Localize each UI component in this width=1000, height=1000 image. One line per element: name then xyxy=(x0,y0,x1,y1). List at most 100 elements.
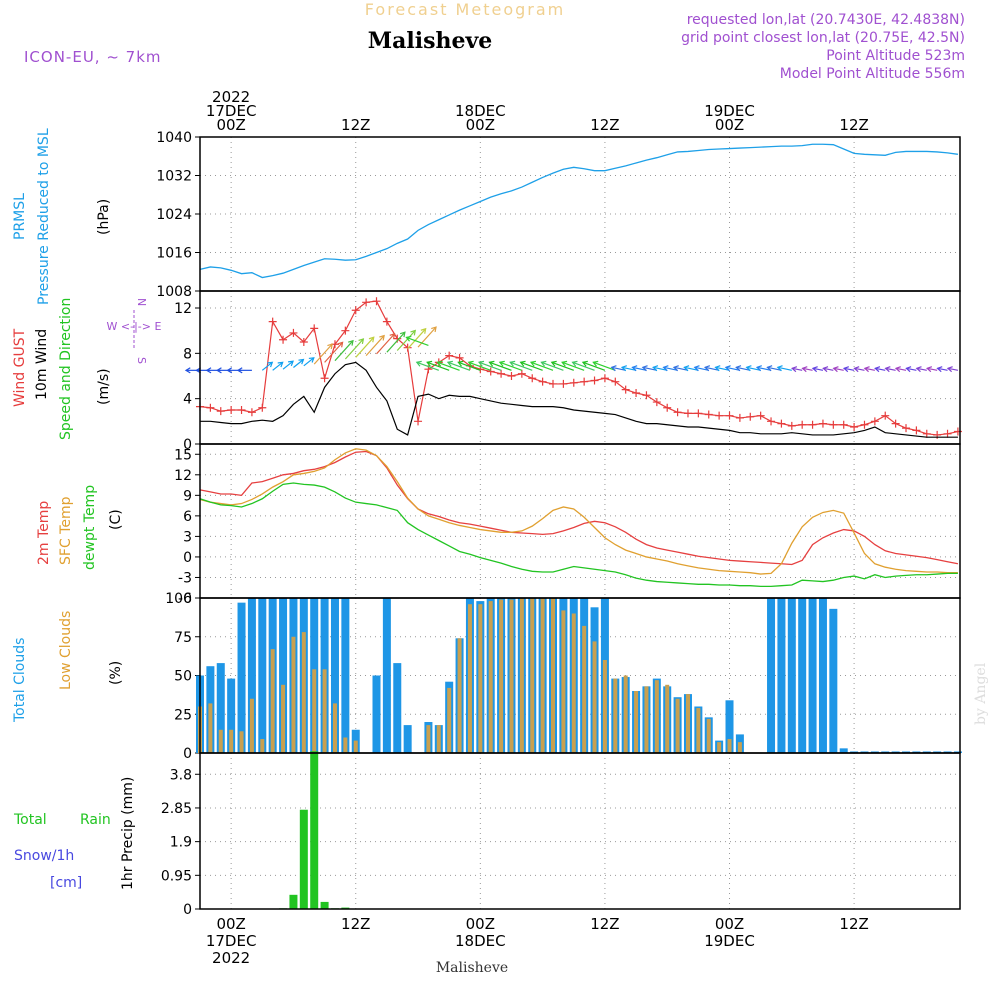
wind-direction-arrow xyxy=(416,361,440,371)
wind-arrow-head-icon xyxy=(915,366,922,373)
wind-arrow-head-icon xyxy=(571,360,578,367)
wind-direction-arrow xyxy=(621,366,637,371)
wind-direction-arrow xyxy=(499,361,523,371)
wind-arrow-head-icon xyxy=(714,365,721,372)
gust-point-marker xyxy=(756,411,765,420)
wind-arrow-head-icon xyxy=(755,365,762,372)
low-cloud-bar xyxy=(229,729,234,753)
wind-arrow-head-icon xyxy=(415,360,422,367)
wind-direction-arrow xyxy=(895,367,907,371)
gust-point-marker xyxy=(735,413,744,422)
precip-panel-labels: Total Rain Snow/1h [cm] 1hr Precip (mm) xyxy=(13,777,136,891)
wind-direction-arrow xyxy=(510,361,533,371)
y-tick-label: 25 xyxy=(174,707,192,723)
wind-direction-arrow xyxy=(947,367,959,371)
wind-direction-arrow xyxy=(386,331,406,353)
low-cloud-bar xyxy=(260,739,265,753)
bottom-time-label: 12Z xyxy=(590,915,619,933)
gust-point-marker xyxy=(850,423,859,431)
wind-arrow-head-icon xyxy=(540,360,547,367)
y-tick-label: 9 xyxy=(183,488,192,504)
gust-point-marker xyxy=(715,411,724,420)
wind-direction-arrow xyxy=(937,367,948,371)
wind-direction-arrow xyxy=(376,333,395,355)
wind-arrow-head-icon xyxy=(368,336,375,343)
top-time-label: 17DEC xyxy=(206,102,257,120)
y-tick-label: 1024 xyxy=(156,207,192,223)
wind-arrow-head-icon xyxy=(277,361,284,368)
y-tick-label: -6 xyxy=(178,591,192,607)
wind-arrow-head-icon xyxy=(724,365,731,372)
total-cloud-bar xyxy=(922,751,931,753)
bottom-time-label: 12Z xyxy=(839,915,868,933)
gust-point-marker xyxy=(289,328,298,337)
gust-point-marker xyxy=(704,410,713,419)
low-cloud-bar xyxy=(312,669,317,753)
gust-point-marker xyxy=(279,335,288,344)
top-time-label: 12Z xyxy=(590,116,619,134)
y-tick-label: 8 xyxy=(183,346,192,362)
gust-point-marker xyxy=(538,377,547,386)
wind-direction-arrow xyxy=(344,338,364,360)
gust-point-marker xyxy=(247,408,256,417)
wind-arrow-head-icon xyxy=(610,365,617,372)
gust-point-marker xyxy=(881,411,890,420)
wind-arrow-head-icon xyxy=(842,366,850,373)
gust-point-marker xyxy=(642,391,651,400)
temp-panel-labels: 2m Temp SFC Temp dewpt Temp (C) xyxy=(36,485,124,570)
total-label: Total xyxy=(13,812,47,828)
low-cloud-bar xyxy=(436,725,441,753)
wind-panel-labels: Wind GUST 10m Wind Speed and Direction (… xyxy=(12,298,161,440)
wind-arrow-head-icon xyxy=(620,365,627,372)
gust-point-marker xyxy=(351,306,360,315)
wind-arrow-head-icon xyxy=(337,341,344,348)
wind-arrow-head-icon xyxy=(226,367,233,374)
low-cloud-bar xyxy=(353,740,358,753)
top-time-label: 00Z xyxy=(466,116,495,134)
wind-arrow-head-icon xyxy=(379,334,385,341)
rain-bar xyxy=(310,751,319,909)
wind-arrow-head-icon xyxy=(529,360,537,367)
wind-direction-arrow xyxy=(572,361,595,371)
y-tick-label: 1008 xyxy=(156,284,192,300)
total-cloud-bar xyxy=(372,675,381,753)
low-cloud-bar xyxy=(592,641,597,753)
model-altitude: Model Point Altitude 556m xyxy=(780,66,965,82)
gust-point-marker xyxy=(777,419,786,428)
wind-direction-arrow xyxy=(812,367,824,371)
low-cloud-bar xyxy=(332,703,337,753)
low-cloud-bar xyxy=(447,687,452,753)
low-cloud-bar xyxy=(551,598,556,753)
wind-direction-arrow xyxy=(324,341,344,363)
wind-direction-arrow xyxy=(437,361,460,371)
low-cloud-bar xyxy=(727,739,732,753)
rain-bar xyxy=(320,901,329,909)
watermark: by Angel xyxy=(973,662,989,725)
total-cloud-bar xyxy=(767,598,776,753)
gust-point-marker xyxy=(580,377,589,386)
top-time-label: 00Z xyxy=(216,116,245,134)
snow-unit-label: [cm] xyxy=(50,875,82,891)
gust-point-marker xyxy=(227,406,236,414)
y-tick-label: 0 xyxy=(183,902,192,918)
point-altitude: Point Altitude 523m xyxy=(826,48,965,64)
station-title: Malisheve xyxy=(368,28,492,54)
low-cloud-bar xyxy=(654,680,659,753)
pressure-panel-labels: PRMSL Pressure Reduced to MSL (hPa) xyxy=(12,128,112,305)
wind-direction-arrow xyxy=(593,361,616,371)
bottom-station-label: Malisheve xyxy=(436,960,508,976)
wind-arrow-head-icon xyxy=(592,360,599,367)
bottom-time-label: 2022 xyxy=(212,949,250,967)
gust-point-marker xyxy=(549,379,558,388)
y-tick-label: 6 xyxy=(183,509,192,525)
wind-arrow-head-icon xyxy=(926,366,933,373)
y-tick-label: 1040 xyxy=(156,130,192,146)
wind-arrow-head-icon xyxy=(853,366,860,373)
wind-direction-arrow xyxy=(653,366,668,371)
gust-point-marker xyxy=(341,326,350,335)
low-cloud-bar xyxy=(270,649,275,753)
compass-south: S xyxy=(135,357,148,364)
low-cloud-bar xyxy=(665,684,670,753)
wind-arrow-head-icon xyxy=(884,366,891,373)
total-cloud-bar xyxy=(839,748,848,753)
